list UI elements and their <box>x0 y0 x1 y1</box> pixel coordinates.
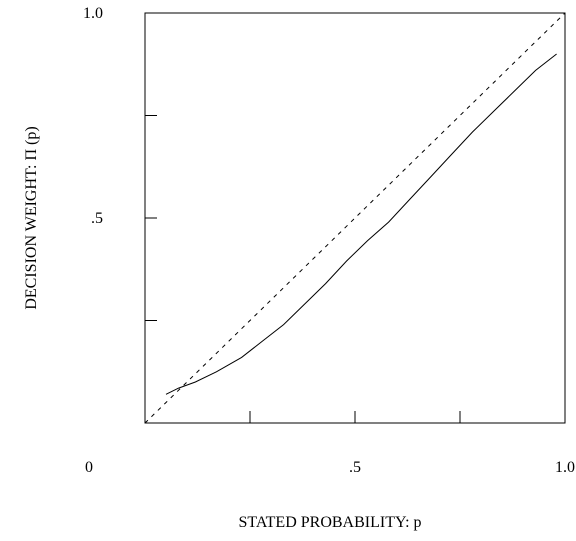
y-axis-title: DECISION WEIGHT: Π (p) <box>23 126 40 309</box>
x-tick-label-0: 0 <box>85 459 93 476</box>
x-axis-title: STATED PROBABILITY: p <box>238 514 421 531</box>
tick-marks <box>145 115 461 423</box>
x-tick-label-2: 1.0 <box>555 459 575 476</box>
y-tick-labels: .5 1.0 <box>83 5 103 227</box>
diagonal-reference-line <box>144 12 566 424</box>
y-tick-label-0: .5 <box>91 210 103 227</box>
y-tick-label-1: 1.0 <box>83 5 103 22</box>
series-group <box>144 12 566 424</box>
x-tick-labels: 0 .5 1.0 <box>85 459 575 476</box>
x-tick-label-1: .5 <box>349 459 361 476</box>
decision-weight-curve <box>165 53 557 395</box>
